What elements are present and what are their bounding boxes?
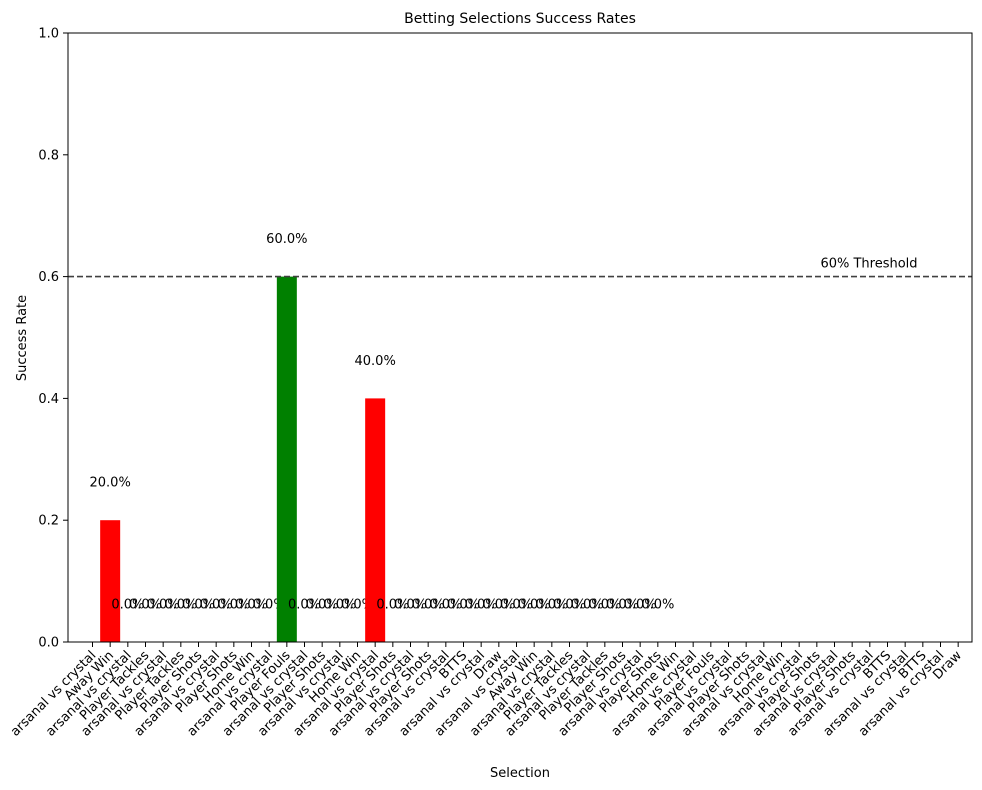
y-axis-label: Success Rate bbox=[15, 295, 30, 381]
bar-value-label: 60.0% bbox=[266, 232, 307, 247]
bar-value-label: 0.0% bbox=[147, 598, 180, 613]
bar-1 bbox=[100, 520, 121, 642]
y-tick-label: 0.8 bbox=[38, 148, 59, 163]
bar-value-label: 0.0% bbox=[482, 598, 515, 613]
bar-value-label: 0.0% bbox=[518, 598, 551, 613]
bar-value-label: 0.0% bbox=[500, 598, 533, 613]
bar-value-label: 0.0% bbox=[535, 598, 568, 613]
threshold-label: 60% Threshold bbox=[820, 257, 917, 272]
bar-value-label: 0.0% bbox=[182, 598, 215, 613]
bar-value-label: 0.0% bbox=[412, 598, 445, 613]
bar-value-label: 0.0% bbox=[376, 598, 409, 613]
bar-value-label: 0.0% bbox=[288, 598, 321, 613]
bar-value-label: 0.0% bbox=[588, 598, 621, 613]
bar-value-label: 0.0% bbox=[217, 598, 250, 613]
bar-value-label: 0.0% bbox=[553, 598, 586, 613]
bar-value-label: 0.0% bbox=[447, 598, 480, 613]
bar-11 bbox=[276, 276, 297, 642]
plot-area: 20.0%0.0%0.0%0.0%0.0%0.0%0.0%0.0%0.0%0.0… bbox=[8, 27, 973, 740]
y-tick-label: 0.4 bbox=[38, 392, 59, 407]
bar-value-label: 0.0% bbox=[465, 598, 498, 613]
y-tick-label: 1.0 bbox=[38, 27, 59, 42]
bar-value-label: 0.0% bbox=[129, 598, 162, 613]
bar-value-label: 0.0% bbox=[571, 598, 604, 613]
chart-title: Betting Selections Success Rates bbox=[404, 11, 636, 27]
bar-value-label: 0.0% bbox=[164, 598, 197, 613]
bar-value-label: 0.0% bbox=[323, 598, 356, 613]
bar-value-label: 0.0% bbox=[624, 598, 657, 613]
bar-value-label: 0.0% bbox=[394, 598, 427, 613]
bar-value-label: 0.0% bbox=[200, 598, 233, 613]
bar-value-label: 0.0% bbox=[111, 598, 144, 613]
y-tick-label: 0.0 bbox=[38, 636, 59, 651]
bar-value-label: 0.0% bbox=[306, 598, 339, 613]
y-tick-label: 0.2 bbox=[38, 514, 59, 529]
x-axis-label: Selection bbox=[490, 766, 550, 781]
bar-value-label: 0.0% bbox=[641, 598, 674, 613]
bar-value-label: 40.0% bbox=[355, 354, 396, 369]
bar-value-label: 20.0% bbox=[90, 476, 131, 491]
bar-value-label: 0.0% bbox=[606, 598, 639, 613]
bar-value-label: 0.0% bbox=[429, 598, 462, 613]
y-tick-label: 0.6 bbox=[38, 270, 59, 285]
bar-16 bbox=[365, 398, 386, 642]
bar-value-label: 0.0% bbox=[235, 598, 268, 613]
plot-frame bbox=[67, 32, 973, 643]
